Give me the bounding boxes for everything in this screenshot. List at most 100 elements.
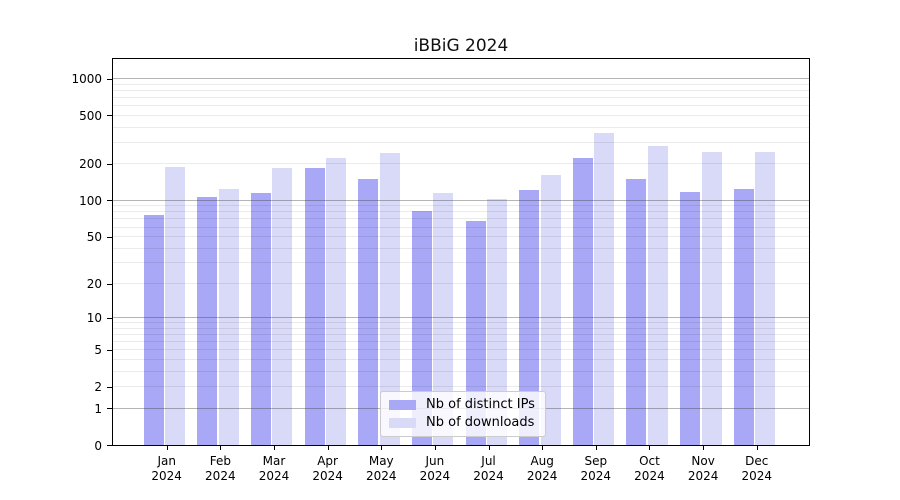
y-tick-mark	[107, 78, 112, 80]
x-tick-label-nov: Nov 2024	[687, 453, 719, 483]
bar-distinct-ips-jul	[465, 221, 486, 445]
x-tick-label-jun: Jun 2024	[419, 453, 451, 483]
gridline-300	[113, 141, 809, 143]
gridline-3	[113, 370, 809, 372]
x-tick-mark	[434, 446, 436, 450]
gridline-100	[113, 199, 809, 201]
bar-distinct-ips-apr	[304, 168, 325, 445]
gridline-8	[113, 327, 809, 329]
y-tick-label: 1000	[71, 72, 102, 87]
y-tick-label: 50	[86, 230, 102, 244]
y-tick-mark	[107, 236, 112, 238]
bar-downloads-feb	[218, 189, 239, 445]
bar-downloads-apr	[326, 157, 347, 445]
legend-swatch-distinct-ips	[389, 399, 416, 410]
bar-downloads-aug	[540, 174, 561, 445]
bar-distinct-ips-aug	[519, 190, 540, 445]
x-tick-mark	[220, 446, 222, 450]
x-tick-mark	[703, 446, 705, 450]
bar-downloads-jan	[165, 166, 186, 445]
x-tick-label-may: May 2024	[365, 453, 397, 483]
bar-downloads-mar	[272, 168, 293, 445]
legend-item-distinct-ips: Nb of distinct IPs	[389, 397, 535, 412]
y-tick-label: 100	[79, 193, 102, 208]
gridline-70	[113, 218, 809, 220]
bar-distinct-ips-dec	[733, 189, 754, 445]
x-tick-mark	[595, 446, 597, 450]
y-tick-mark	[107, 200, 112, 202]
gridline-4	[113, 359, 809, 361]
gridline-400	[113, 126, 809, 128]
gridline-90	[113, 205, 809, 207]
gridline-40	[113, 247, 809, 249]
gridline-2	[113, 386, 809, 388]
bar-downloads-jul	[487, 199, 508, 445]
gridline-10	[113, 317, 809, 319]
y-tick-mark	[107, 445, 112, 446]
y-tick-label: 20	[86, 277, 102, 292]
gridline-30	[113, 262, 809, 264]
x-tick-label-dec: Dec 2024	[741, 453, 772, 483]
bar-downloads-may	[379, 153, 400, 445]
bar-distinct-ips-sep	[572, 158, 593, 445]
x-tick-label-feb: Feb 2024	[205, 453, 236, 483]
bar-distinct-ips-feb	[197, 196, 218, 445]
gridline-7	[113, 334, 809, 336]
x-tick-mark	[327, 446, 329, 450]
legend-label-downloads: Nb of downloads	[426, 415, 535, 430]
y-tick-label: 5	[94, 343, 102, 358]
bar-distinct-ips-jan	[143, 215, 164, 445]
y-tick-label: 2	[94, 380, 102, 395]
x-tick-mark	[649, 446, 651, 450]
legend-label-distinct-ips: Nb of distinct IPs	[426, 397, 535, 412]
bar-distinct-ips-jun	[411, 211, 432, 445]
x-tick-label-jul: Jul 2024	[473, 453, 504, 483]
bar-downloads-dec	[755, 152, 776, 445]
x-tick-mark	[756, 446, 758, 450]
bars-layer	[113, 59, 809, 445]
x-tick-label-sep: Sep 2024	[580, 453, 612, 483]
gridlines-layer	[113, 59, 809, 445]
y-tick-mark	[107, 408, 112, 410]
x-tick-label-oct: Oct 2024	[634, 453, 665, 483]
gridline-50	[113, 236, 809, 237]
gridline-6	[113, 341, 809, 343]
x-tick-mark	[488, 446, 490, 450]
y-tick-label: 1	[94, 401, 102, 416]
y-tick-mark	[107, 115, 112, 117]
bar-downloads-sep	[594, 132, 615, 445]
bar-downloads-jun	[433, 193, 454, 445]
gridline-20	[113, 283, 809, 285]
bar-downloads-oct	[647, 146, 668, 445]
legend: Nb of distinct IPs Nb of downloads	[380, 391, 546, 437]
chart-title: iBBiG 2024	[413, 36, 509, 56]
y-tick-label: 10	[86, 311, 102, 326]
gridline-80	[113, 211, 809, 213]
x-tick-label-mar: Mar 2024	[258, 453, 290, 483]
y-tick-mark	[107, 163, 112, 165]
bar-distinct-ips-nov	[680, 192, 701, 445]
x-tick-label-apr: Apr 2024	[312, 453, 343, 483]
bar-distinct-ips-mar	[250, 193, 271, 445]
y-tick-label: 500	[79, 108, 102, 123]
bar-distinct-ips-may	[358, 178, 379, 445]
y-tick-mark	[107, 317, 112, 319]
y-tick-label: 200	[79, 157, 102, 172]
y-tick-mark	[107, 283, 112, 285]
gridline-200	[113, 163, 809, 165]
bar-downloads-nov	[701, 152, 722, 445]
gridline-900	[113, 83, 809, 85]
y-tick-mark	[107, 386, 112, 388]
gridline-60	[113, 226, 809, 228]
x-tick-mark	[542, 446, 544, 450]
x-tick-mark	[166, 446, 168, 450]
legend-item-downloads: Nb of downloads	[389, 415, 535, 430]
y-tick-mark	[107, 349, 112, 351]
bar-distinct-ips-oct	[626, 179, 647, 445]
x-tick-label-aug: Aug 2024	[526, 453, 558, 483]
plot-area: Nb of distinct IPs Nb of downloads	[112, 58, 810, 446]
x-tick-label-jan: Jan 2024	[151, 453, 182, 483]
gridline-800	[113, 89, 809, 91]
gridline-9	[113, 322, 809, 324]
